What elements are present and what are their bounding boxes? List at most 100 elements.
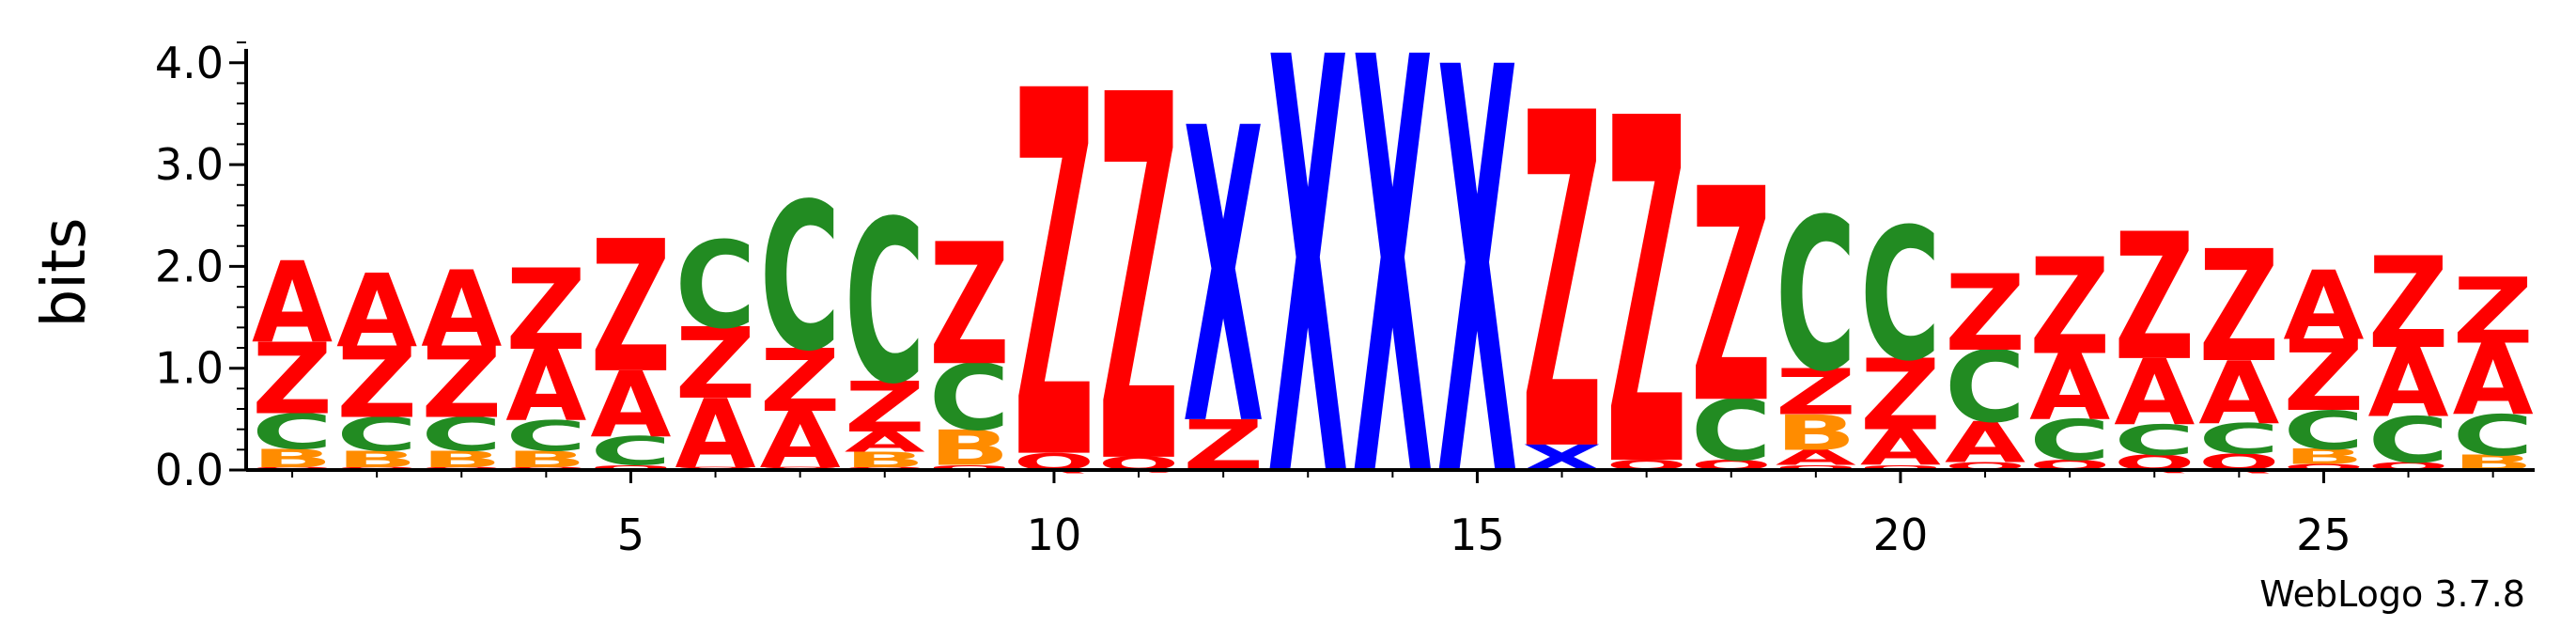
logo-letter-a: A [252,239,333,368]
logo-letter-x: X [1436,0,1517,602]
x-tick-label: 10 [1027,509,1082,560]
logo-letter-b: B [1776,404,1856,462]
logo-column: QBCAZ [505,246,586,473]
logo-column: QCZ [1691,127,1772,480]
logo-letter-a: A [505,330,586,444]
logo-letter-c: C [1776,174,1856,417]
logo-letter-c: C [760,160,841,396]
logo-letter-c: C [252,404,333,461]
logo-letter-z: Z [2114,196,2195,400]
logo-letter-a: A [2368,328,2449,439]
logo-letter-a: A [2283,251,2364,362]
logo-letter-c: C [2114,416,2195,465]
logo-column: X [1436,0,1517,602]
x-tick-label: 5 [617,509,644,560]
x-tick-label: 20 [1873,509,1929,560]
logo-letter-z: Z [2453,259,2534,364]
logo-letter-a: A [336,253,417,369]
y-tick-label: 3.0 [155,139,224,190]
logo-column: X [1267,0,1348,606]
logo-letter-a: A [2453,324,2534,438]
y-axis-label: bits [30,218,100,328]
logo-letter-a: A [1776,446,1856,470]
logo-letter-a: A [845,426,925,459]
logo-letter-z: Z [1014,0,1094,572]
logo-letter-c: C [590,429,671,475]
y-ticks: 0.0 1.0 2.0 3.0 4.0 [155,38,246,495]
logo-letter-a: A [1860,420,1941,477]
logo-letter-z: Z [929,207,1010,402]
logo-letter-c: C [505,412,586,461]
logo-letter-z: Z [1691,127,1772,468]
logo-letter-c: C [929,346,1010,451]
logo-letter-a: A [1945,411,2025,476]
logo-letter-q: Q [590,463,671,472]
axes [244,49,2535,472]
logo-letter-z: Z [590,201,671,413]
logo-letter-c: C [2283,400,2364,462]
logo-letter-b: B [505,447,586,473]
logo-letter-c: C [1945,331,2025,445]
logo-letter-a: A [421,250,502,371]
logo-letter-x: X [1183,44,1264,515]
logo-letter-z: Z [505,246,586,376]
logo-column: X [1352,0,1433,606]
logo-column: ZX [1183,44,1264,515]
y-tick-label: 4.0 [155,38,224,88]
logo-letter-b: B [421,447,502,473]
y-tick-label: 0.0 [155,445,224,495]
x-tick-label: 15 [1450,509,1505,560]
logo-letter-q: Q [1776,463,1856,472]
logo-letter-c: C [2453,403,2534,468]
logo-column: QBAZC [845,174,925,472]
logo-letter-a: A [590,352,672,458]
logo-letter-z: Z [2368,230,2449,376]
logo-letter-z: Z [421,327,502,441]
logo-letter-z: Z [1945,254,2025,376]
logo-letter-z: Z [1860,339,1941,453]
logo-letter-z: Z [2029,230,2110,384]
logo-letter-q: Q [2283,462,2364,472]
x-tick-label: 25 [2296,509,2351,560]
logo-column: QZ [1014,0,1094,572]
logo-letter-z: Z [845,368,925,448]
x-ticks: 5 10 15 20 25 [291,470,2494,560]
weblogo-credit: WebLogo 3.7.8 [2259,573,2525,615]
logo-letter-z: Z [2283,320,2364,433]
logo-letter-q: Q [1860,463,1941,472]
logo-letter-c: C [2029,408,2110,473]
logo-column: QZ [1098,0,1179,576]
logo-letter-b: B [929,419,1010,477]
logo-letter-z: Z [760,331,841,431]
logo-letter-z: Z [1098,0,1179,576]
logo-column: QZ [1606,19,1687,572]
logo-letter-a: A [2029,335,2111,441]
logo-letter-z: Z [1776,356,1856,430]
logo-letter-c: C [336,409,417,462]
logo-letter-c: C [675,216,756,354]
logo-letter-c: C [2198,415,2279,463]
logo-letter-a: A [2114,339,2196,446]
y-tick-label: 2.0 [155,241,224,291]
logo-letter-x: X [1352,0,1433,606]
logo-stacks: QBCZAQBCZAQBCZAQBCAZQCAZQAZCQAZCQBAZCQBC… [252,0,2534,606]
logo-letter-c: C [1691,382,1772,479]
logo-letter-c: C [421,409,502,462]
